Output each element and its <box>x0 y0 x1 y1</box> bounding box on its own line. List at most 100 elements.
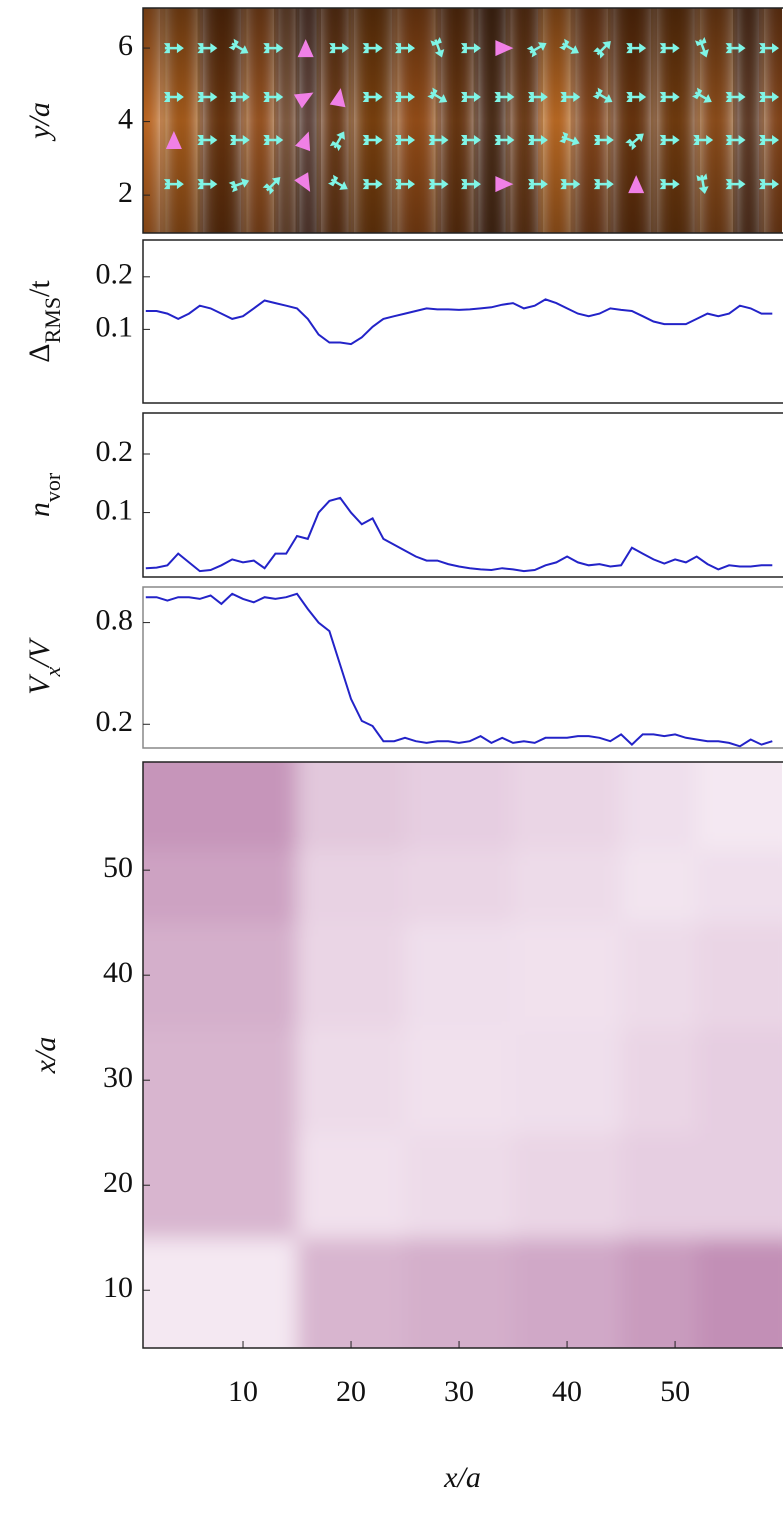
arrow-tail <box>228 38 239 51</box>
arrow-tail <box>197 179 204 190</box>
y-tick-label: 10 <box>103 1271 133 1304</box>
vortex-arrow <box>165 130 182 149</box>
heatmap-cell <box>405 1237 514 1348</box>
arrow-tail <box>428 179 435 190</box>
vortex-arrow <box>527 179 548 190</box>
arrow-tail <box>263 43 270 54</box>
vortex-arrow <box>297 39 314 58</box>
vortex-arrow <box>263 43 284 54</box>
arrow-tail <box>527 134 534 145</box>
heatmap-cell <box>405 762 514 850</box>
arrow-head <box>672 91 680 102</box>
plot-area <box>145 496 773 573</box>
vortex-arrow <box>197 91 218 102</box>
arrow-tail <box>559 131 569 144</box>
y-axis-label: Vx/V <box>23 636 65 694</box>
arrow-tail <box>659 91 666 102</box>
vortex-arrow <box>495 40 514 57</box>
arrow-head <box>772 179 780 190</box>
arrow-tail <box>163 91 170 102</box>
arrow-head <box>210 134 218 145</box>
heatmap-cell <box>143 762 298 850</box>
arrow-tail <box>494 91 501 102</box>
arrow-tail <box>659 43 666 54</box>
arrow-tail <box>593 47 605 59</box>
arrow-tail <box>526 45 537 58</box>
heatmap-cell <box>143 922 298 1029</box>
vortex-arrow <box>593 41 611 59</box>
arrow-tail <box>593 134 600 145</box>
heatmap-cell <box>513 922 622 1029</box>
arrow-head <box>698 186 709 194</box>
vortex-arrow <box>395 134 416 145</box>
arrow-tail <box>362 179 369 190</box>
arrow-head <box>342 43 350 54</box>
arrow-head <box>738 134 746 145</box>
vortex-arrow <box>428 134 449 145</box>
arrow-tail <box>560 91 567 102</box>
arrow-head <box>165 130 182 149</box>
vortex-arrow <box>163 43 184 54</box>
vortex-arrow <box>526 42 547 58</box>
arrow-tail <box>659 134 666 145</box>
arrow-head <box>176 179 184 190</box>
arrow-tail <box>560 179 567 190</box>
arrow-head <box>473 43 481 54</box>
arrow-head <box>210 179 218 190</box>
arrow-head <box>176 43 184 54</box>
vortex-arrow <box>625 133 644 151</box>
vortex-arrow <box>659 43 680 54</box>
heatmap-cell <box>621 849 698 924</box>
heatmap-cell <box>297 762 406 850</box>
arrow-tail <box>197 91 204 102</box>
vortex-arrow <box>460 43 481 54</box>
arrow-head <box>602 41 611 50</box>
heatmap-cell <box>621 1237 698 1348</box>
vortex-arrow <box>560 179 581 190</box>
vortex-arrow <box>428 179 449 190</box>
arrow-tail <box>460 43 467 54</box>
vortex-arrow <box>197 43 218 54</box>
arrow-head <box>772 43 780 54</box>
arrow-tail <box>229 91 236 102</box>
arrow-head <box>438 94 448 103</box>
x-tick-label: 10 <box>228 1375 258 1408</box>
arrow-head <box>297 39 314 58</box>
arrow-tail <box>163 179 170 190</box>
y-axis-label: y/a <box>23 102 56 142</box>
vortex-arrow <box>696 173 709 194</box>
heatmap-cells <box>143 762 782 1348</box>
arrow-head <box>603 94 613 103</box>
heatmap-cell <box>513 849 622 924</box>
arrow-head <box>772 134 780 145</box>
vortex-arrow <box>626 43 647 54</box>
vortex-arrow <box>163 91 184 102</box>
heatmap-cell <box>696 849 782 924</box>
vortex-arrow <box>362 134 383 145</box>
arrow-tail <box>626 43 633 54</box>
y-tick-label: 6 <box>118 29 133 62</box>
vortex-arrow <box>659 91 680 102</box>
heatmap-cell <box>143 1132 298 1239</box>
heatmap-cell <box>405 1027 514 1134</box>
arrow-tail <box>263 134 270 145</box>
heatmap-cell <box>621 1132 698 1239</box>
arrow-head <box>639 91 647 102</box>
arrow-head <box>606 134 614 145</box>
vortex-arrow <box>527 91 548 102</box>
arrow-head <box>738 179 746 190</box>
y-axis-label: ΔRMS/t <box>23 280 65 363</box>
vortex-arrow <box>725 179 746 190</box>
label-part: /t <box>23 280 56 297</box>
arrow-head <box>473 91 481 102</box>
panel-frame <box>142 7 783 234</box>
arrow-tail <box>559 38 570 51</box>
arrow-head <box>210 43 218 54</box>
plot-area <box>143 8 782 233</box>
arrow-head <box>329 88 346 108</box>
vortex-arrow <box>759 134 780 145</box>
arrow-head <box>176 91 184 102</box>
label-part: x <box>40 667 65 678</box>
arrow-tail <box>263 91 270 102</box>
arrow-head <box>239 45 249 54</box>
